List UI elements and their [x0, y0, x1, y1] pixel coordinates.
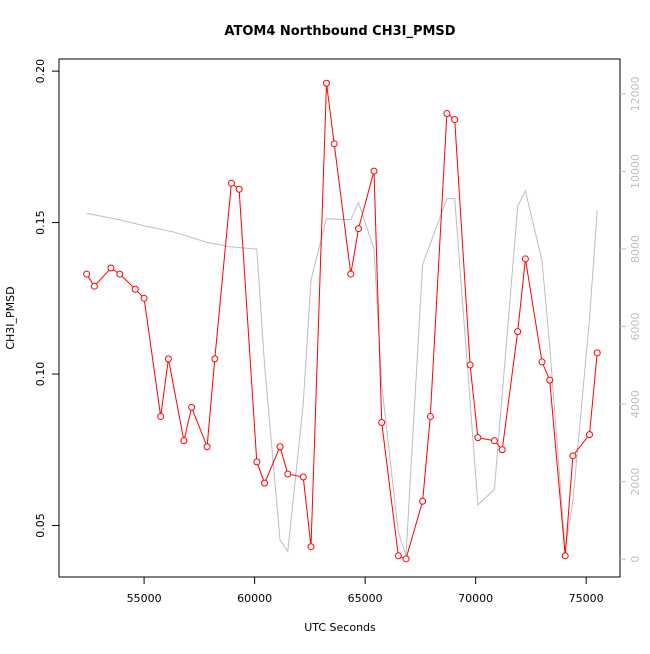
primary-data-point — [490, 437, 498, 445]
x-tick-label: 70000 — [458, 592, 493, 605]
primary-data-point — [322, 79, 330, 87]
primary-data-point — [593, 349, 601, 357]
primary-data-point — [419, 497, 427, 505]
primary-data-point — [355, 225, 363, 233]
primary-data-point — [299, 473, 307, 481]
primary-data-point — [394, 552, 402, 560]
x-tick-label: 65000 — [348, 592, 383, 605]
primary-data-point — [402, 555, 410, 563]
plot-frame — [58, 58, 621, 578]
y-tick-label: 0.20 — [34, 59, 47, 84]
y-tick-label: 0.15 — [34, 210, 47, 235]
primary-data-point — [521, 255, 529, 263]
y-axis-right: 0 2000 4000 6000 8000 10000 12000 — [620, 76, 642, 563]
primary-data-point — [180, 437, 188, 445]
primary-data-point — [378, 419, 386, 427]
y2-tick-label: 10000 — [629, 154, 642, 189]
y-axis-left: 0.05 0.10 0.15 0.20 — [34, 59, 59, 538]
y-tick-label: 0.05 — [34, 513, 47, 538]
primary-data-point — [107, 264, 115, 272]
primary-data-point — [203, 443, 211, 451]
primary-data-point — [466, 361, 474, 369]
y-axis-label: CH3I_PMSD — [4, 286, 17, 349]
primary-data-point — [131, 285, 139, 293]
primary-data-point — [585, 431, 593, 439]
primary-data-point — [561, 552, 569, 560]
primary-data-point — [261, 479, 269, 487]
x-tick-label: 75000 — [569, 592, 604, 605]
x-tick-label: 60000 — [237, 592, 272, 605]
primary-data-point — [90, 282, 98, 290]
primary-data-point — [211, 355, 219, 363]
primary-data-point — [546, 376, 554, 384]
series-layer — [83, 79, 601, 563]
primary-data-point — [227, 179, 235, 187]
primary-data-point — [284, 470, 292, 478]
primary-data-point — [235, 185, 243, 193]
secondary-series-line — [86, 189, 598, 556]
primary-data-point — [140, 294, 148, 302]
primary-data-point — [474, 434, 482, 442]
primary-data-point — [307, 543, 315, 551]
primary-data-point — [276, 443, 284, 451]
y2-tick-label: 6000 — [629, 313, 642, 341]
primary-data-point — [188, 403, 196, 411]
chart-title: ATOM4 Northbound CH3I_PMSD — [224, 24, 455, 39]
primary-data-point — [538, 358, 546, 366]
x-tick-label: 55000 — [127, 592, 162, 605]
primary-data-point — [370, 167, 378, 175]
primary-data-point — [253, 458, 261, 466]
y2-tick-label: 12000 — [629, 76, 642, 111]
primary-data-point — [451, 116, 459, 124]
primary-data-point — [498, 446, 506, 454]
primary-data-point — [164, 355, 172, 363]
y-tick-label: 0.10 — [34, 362, 47, 387]
primary-data-point — [443, 110, 451, 118]
y2-tick-label: 0 — [629, 556, 642, 563]
primary-data-point — [330, 140, 338, 148]
primary-data-point — [347, 270, 355, 278]
primary-series-line — [86, 83, 598, 560]
primary-data-point — [426, 412, 434, 420]
primary-data-point — [157, 412, 165, 420]
x-axis-label: UTC Seconds — [304, 621, 376, 634]
y2-tick-label: 4000 — [629, 390, 642, 418]
primary-data-point — [116, 270, 124, 278]
primary-data-point — [514, 328, 522, 336]
y2-tick-label: 8000 — [629, 235, 642, 263]
primary-data-point — [83, 270, 91, 278]
y2-tick-label: 2000 — [629, 468, 642, 496]
primary-data-point — [569, 452, 577, 460]
x-axis: 55000 60000 65000 70000 75000 — [127, 577, 604, 605]
